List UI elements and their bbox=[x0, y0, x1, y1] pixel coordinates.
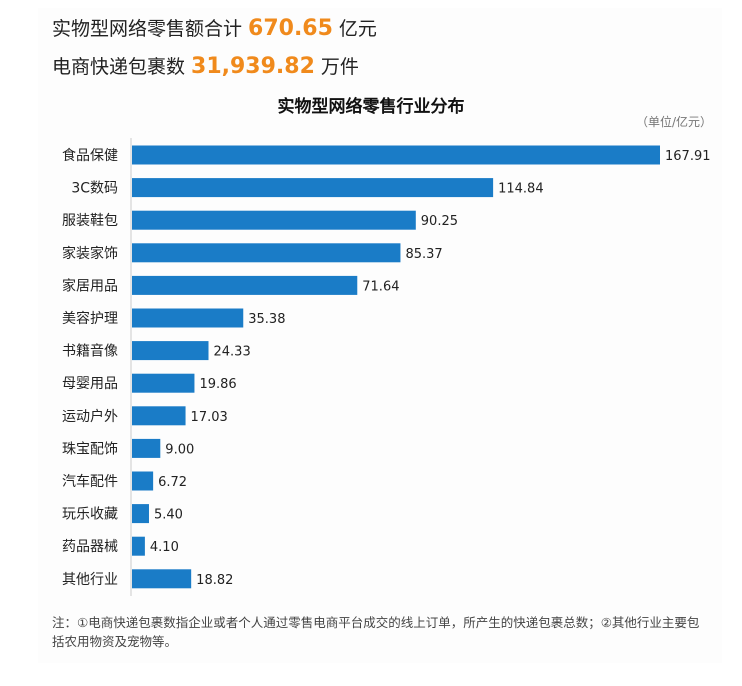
bar bbox=[132, 406, 186, 426]
value-label: 90.25 bbox=[421, 214, 458, 229]
value-label: 71.64 bbox=[362, 279, 399, 294]
value-label: 5.40 bbox=[154, 508, 183, 523]
category-label: 玩乐收藏 bbox=[62, 507, 118, 523]
bar bbox=[132, 178, 494, 198]
value-label: 9.00 bbox=[165, 442, 194, 457]
category-label: 家装家饰 bbox=[62, 245, 118, 262]
value-label: 85.37 bbox=[405, 247, 442, 262]
category-label: 汽车配件 bbox=[62, 473, 118, 490]
bar bbox=[132, 504, 149, 524]
bar bbox=[132, 210, 416, 230]
bar bbox=[132, 438, 161, 458]
bar bbox=[132, 536, 145, 556]
bar bbox=[132, 145, 660, 165]
bar bbox=[132, 341, 209, 361]
parcel-count-unit: 万件 bbox=[320, 56, 359, 78]
value-label: 4.10 bbox=[150, 540, 179, 555]
retail-total-unit: 亿元 bbox=[338, 18, 377, 40]
footnote: 注：①电商快递包裹数指企业或者个人通过零售电商平台成交的线上订单，所产生的快递包… bbox=[52, 615, 700, 649]
chart-title: 实物型网络零售行业分布 bbox=[277, 97, 465, 117]
value-label: 24.33 bbox=[214, 345, 251, 360]
category-label: 食品保健 bbox=[62, 147, 118, 164]
value-label: 167.91 bbox=[665, 149, 711, 164]
bar bbox=[132, 275, 358, 295]
category-label: 其他行业 bbox=[62, 572, 118, 588]
parcel-count-label: 电商快递包裹数 bbox=[52, 56, 186, 78]
retail-total-label: 实物型网络零售额合计 bbox=[52, 18, 243, 40]
panel-background bbox=[38, 8, 722, 663]
category-label: 药品器械 bbox=[62, 539, 118, 555]
category-label: 服装鞋包 bbox=[62, 213, 118, 229]
parcel-count-value: 31,939.82 bbox=[191, 54, 315, 79]
category-label: 母婴用品 bbox=[62, 376, 118, 392]
bar bbox=[132, 243, 401, 263]
value-label: 19.86 bbox=[199, 377, 236, 392]
category-label: 美容护理 bbox=[62, 310, 118, 327]
value-label: 114.84 bbox=[498, 182, 543, 197]
bar bbox=[132, 373, 195, 393]
category-label: 家居用品 bbox=[62, 277, 118, 294]
value-label: 17.03 bbox=[191, 410, 228, 425]
bar bbox=[132, 308, 244, 328]
online-retail-total: 实物型网络零售额合计 670.65 亿元 bbox=[52, 14, 377, 41]
parcel-count: 电商快递包裹数 31,939.82 万件 bbox=[52, 52, 359, 79]
unit-label: （单位/亿元） bbox=[635, 115, 712, 129]
category-label: 运动户外 bbox=[62, 408, 118, 425]
value-label: 18.82 bbox=[196, 573, 233, 588]
value-label: 35.38 bbox=[248, 312, 285, 327]
category-label: 书籍音像 bbox=[62, 343, 118, 360]
category-label: 3C数码 bbox=[71, 181, 118, 197]
bar bbox=[132, 471, 154, 491]
value-label: 6.72 bbox=[158, 475, 187, 490]
bar bbox=[132, 569, 192, 589]
category-label: 珠宝配饰 bbox=[62, 441, 118, 457]
retail-total-value: 670.65 bbox=[248, 16, 333, 41]
